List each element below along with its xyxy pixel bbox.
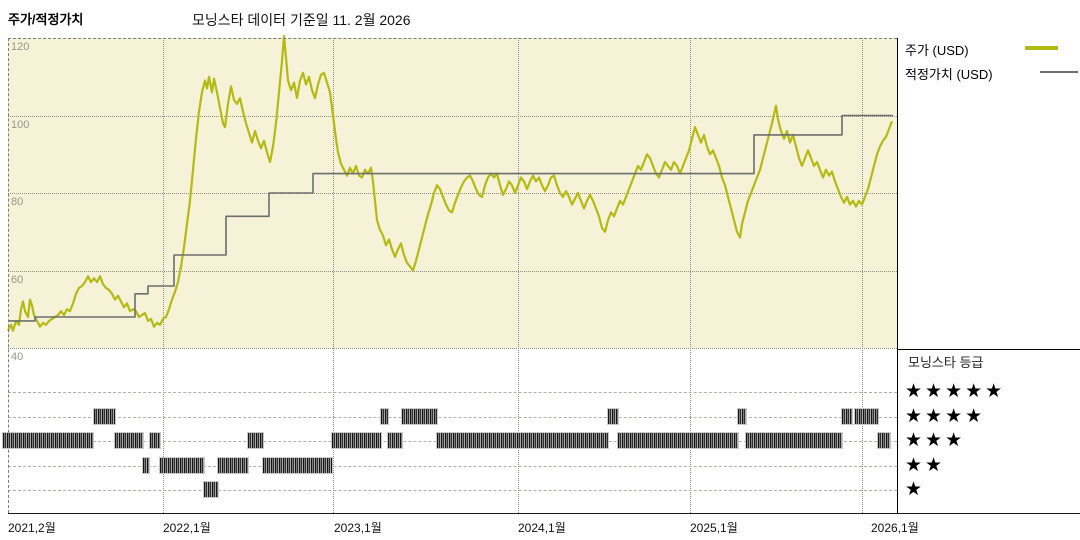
x-axis-tick-label: 2026,1월 [871,521,919,535]
y-axis-tick-label: 120 [11,41,30,53]
x-axis-line [8,513,1080,514]
plot-left-border [8,38,9,513]
rating-marks-3-star [878,433,890,448]
rating-marks-3-star [3,433,93,448]
star-rating-4: ★★★★ [905,406,986,427]
star-rating-3: ★★★ [905,430,966,451]
rating-marks-2-star [263,458,332,473]
y-gridline [8,270,897,272]
star-rating-1: ★ [905,479,926,500]
page-title: 주가/적정가치 [8,12,84,27]
x-axis-tick-label: 2021,2월 [8,521,56,535]
panel-divider-vertical [897,38,898,513]
rating-row-gridline [8,490,897,491]
rating-row-gridline [8,417,897,418]
x-axis-tick-label: 2023,1월 [334,521,382,535]
rating-marks-2-star [218,458,248,473]
y-axis-tick-label: 60 [11,273,24,286]
price-line-swatch [1025,46,1058,50]
rating-marks-3-star [150,433,160,448]
rating-row-gridline [8,392,897,393]
x-axis-tick-label: 2022,1월 [163,521,211,535]
y-gridline [8,115,897,117]
rating-marks-1-star [204,482,218,497]
y-axis-tick-label: 100 [11,118,30,131]
as-of-date: 모닝스타 데이터 기준일 11. 2월 2026 [192,12,411,28]
y-axis-tick-label: 40 [11,351,24,363]
rating-marks-4-star [608,409,618,424]
x-axis-tick-label: 2025,1월 [690,521,738,535]
rating-marks-3-star [746,433,842,448]
y-axis-tick-label: 80 [11,196,24,208]
fair-value-line-swatch [1040,71,1078,73]
legend-item-fair-value[interactable]: 적정가치 (USD) [905,67,993,82]
rating-marks-3-star [332,433,381,448]
rating-marks-4-star [738,409,746,424]
rating-marks-2-star [143,458,149,473]
rating-marks-3-star [388,433,402,448]
rating-row-gridline [8,466,897,467]
star-rating-5: ★★★★★ [905,381,1006,402]
rating-marks-3-star [115,433,143,448]
y-gridline [8,348,897,349]
rating-legend-title: 모닝스타 등급 [908,355,984,370]
rating-marks-3-star [248,433,263,448]
x-axis-tick-label: 2024,1월 [518,521,566,535]
rating-marks-4-star [94,409,115,424]
rating-marks-4-star [402,409,437,424]
rating-marks-4-star [842,409,852,424]
rating-marks-3-star [618,433,738,448]
legend-item-price[interactable]: 주가 (USD) [905,43,969,58]
rating-marks-2-star [160,458,204,473]
panel-divider-horizontal [897,349,1080,350]
plot-top-border [8,38,897,39]
star-rating-2: ★★ [905,455,946,476]
rating-marks-3-star [437,433,608,448]
y-gridline [8,193,897,194]
rating-marks-4-star [855,409,878,424]
rating-marks-4-star [381,409,388,424]
